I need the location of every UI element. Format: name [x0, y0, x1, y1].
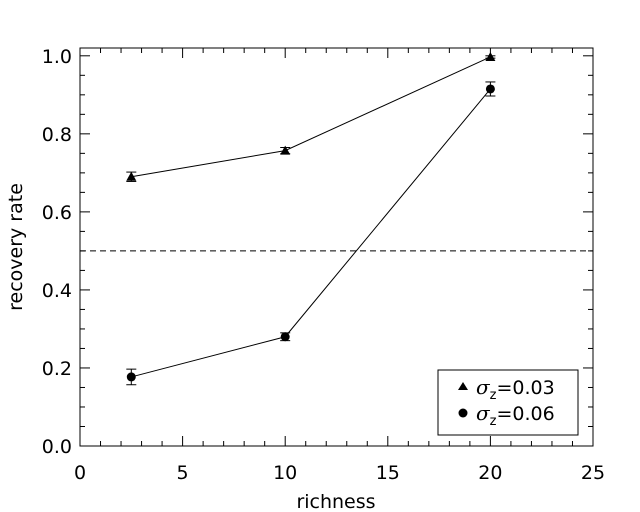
- y-tick-label: 0.4: [42, 280, 72, 302]
- x-tick-label: 0: [74, 462, 86, 484]
- legend-sigma-2: σ: [476, 401, 491, 425]
- legend-sub-2: z: [490, 414, 497, 429]
- x-tick-label: 15: [376, 462, 400, 484]
- y-tick-label: 0.2: [42, 358, 72, 380]
- x-tick-label: 5: [177, 462, 189, 484]
- legend: σz=0.03 σz=0.06: [437, 369, 579, 436]
- legend-label-series-2: σz=0.06: [476, 401, 555, 429]
- series-2: [126, 81, 496, 386]
- x-tick-label: 25: [581, 462, 605, 484]
- y-tick-label: 1.0: [42, 46, 72, 68]
- legend-label-series-1: σz=0.03: [476, 375, 555, 403]
- y-tick-label: 0.8: [42, 124, 72, 146]
- legend-box: [437, 369, 579, 436]
- series-layer: [126, 51, 496, 386]
- data-point-triangle: [126, 171, 137, 181]
- data-point-circle: [126, 372, 136, 382]
- series-line: [131, 56, 491, 178]
- legend-sub-1: z: [490, 388, 497, 403]
- data-point-triangle: [485, 51, 496, 61]
- x-axis-title: richness: [296, 491, 375, 512]
- data-point-triangle: [280, 145, 291, 155]
- y-tick-label: 0.6: [42, 202, 72, 224]
- legend-value-2: =0.06: [496, 403, 554, 425]
- legend-marker-triangle: [458, 382, 468, 390]
- legend-marker-circle: [458, 408, 468, 418]
- x-tick-label: 10: [273, 462, 297, 484]
- plot-frame: [79, 47, 594, 447]
- x-tick-label: 20: [478, 462, 502, 484]
- y-axis-title: recovery rate: [5, 183, 27, 311]
- data-point-circle: [280, 332, 290, 342]
- series-1: [126, 51, 496, 182]
- legend-value-1: =0.03: [496, 377, 554, 399]
- series-line: [131, 88, 491, 378]
- y-tick-label: 0.0: [42, 436, 72, 458]
- data-point-circle: [485, 84, 495, 94]
- tick-labels: 0 5 10 15 20 25 0.0 0.2 0.4 0.6 0.8 1.0: [42, 46, 605, 484]
- legend-sigma-1: σ: [476, 375, 491, 399]
